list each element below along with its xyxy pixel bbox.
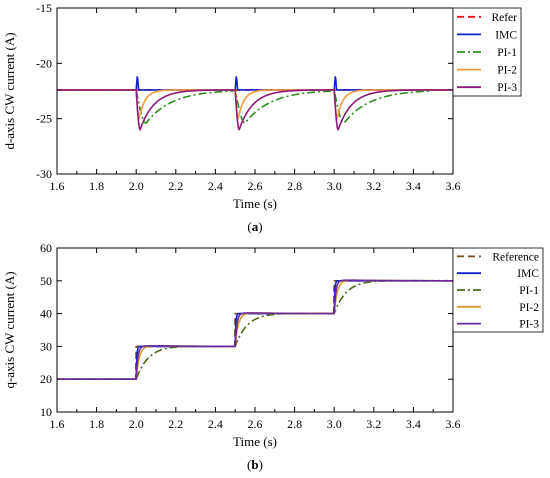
y-tick-label: 20 [40,372,52,386]
chart-panel-a: 1.6 1.8 2.0 2.2 2.4 2.6 2.8 3.0 3.2 3.4 3.6 -15 -20 -… [2,1,522,234]
legend-label: PI-3 [497,82,517,94]
x-axis-label: Time (s) [233,196,277,211]
series-line-pi-3 [57,279,453,380]
legend-label: PI-2 [519,302,539,314]
x-tick-label: 2.8 [287,417,302,431]
legend-label: PI-2 [497,65,517,77]
y-tick-label: -25 [36,112,52,126]
x-tick-label: 2.6 [248,417,263,431]
y-axis-label: d-axis CW current (A) [2,32,17,149]
y-tick-label: 40 [40,307,52,321]
legend-label: PI-1 [497,47,517,59]
series-line-imc [57,76,453,91]
x-tick-label: 3.2 [366,417,381,431]
y-tick-label: 30 [40,339,52,353]
caption-open-paren: ( [247,219,251,234]
x-tick-label: 1.8 [89,417,104,431]
y-tick-label: 60 [40,241,52,255]
x-tick-label: 2.0 [129,417,144,431]
series-line-imc [57,280,453,380]
panel-caption: (b) [247,457,263,472]
x-tick-label: 1.8 [89,179,104,193]
caption-close-paren: ) [259,457,263,472]
x-tick-label: 3.0 [327,417,342,431]
caption-letter: a [252,219,259,234]
caption-open-paren: ( [247,457,251,472]
x-tick-label: 3.0 [327,179,342,193]
chart-panel-b: 1.6 1.8 2.0 2.2 2.4 2.6 2.8 3.0 3.2 3.4 3.6 60 50 40 3… [2,241,544,472]
plot-area [57,279,453,380]
legend-label: IMC [495,29,517,41]
legend-label: Refer [491,12,517,24]
series-line-pi-1 [57,279,453,380]
x-tick-label: 2.4 [208,179,223,193]
x-tick-label: 1.6 [50,179,65,193]
plot-frame [56,247,454,413]
series-line-pi-1 [57,89,453,124]
caption-close-paren: ) [258,219,262,234]
legend-label: PI-1 [519,285,539,297]
series-line-pi-2 [57,89,453,120]
x-axis-label: Time (s) [233,434,277,449]
legend-label: Reference [492,251,539,263]
x-tick-label: 2.2 [168,179,183,193]
legend: Refer IMC PI-1 PI-2 PI-3 [452,7,522,97]
y-axis-label: q-axis CW current (A) [2,271,17,388]
x-tick-label: 2.2 [168,417,183,431]
panel-caption: (a) [247,219,262,234]
y-tick-label: 10 [40,405,52,419]
series-line-reference [57,280,453,380]
caption-letter: b [251,457,258,472]
y-tick-label: -20 [36,56,52,70]
x-tick-label: 2.0 [129,179,144,193]
x-tick-label: 1.6 [50,417,65,431]
legend-label: PI-3 [519,319,539,331]
legend-label: IMC [517,268,539,280]
series-line-pi-3 [57,89,453,131]
legend: Reference IMC PI-1 PI-2 PI-3 [452,247,544,333]
x-tick-label: 2.8 [287,179,302,193]
x-tick-label: 2.4 [208,417,223,431]
y-tick-label: 50 [40,274,52,288]
x-tick-label: 2.6 [248,179,263,193]
plot-area [57,76,453,131]
x-tick-label: 3.6 [446,417,461,431]
y-tick-label: -15 [36,1,52,15]
x-tick-label: 3.4 [406,417,421,431]
y-tick-label: -30 [36,167,52,181]
x-tick-label: 3.6 [446,179,461,193]
x-tick-label: 3.4 [406,179,421,193]
x-tick-label: 3.2 [366,179,381,193]
series-line-pi-2 [57,279,453,380]
